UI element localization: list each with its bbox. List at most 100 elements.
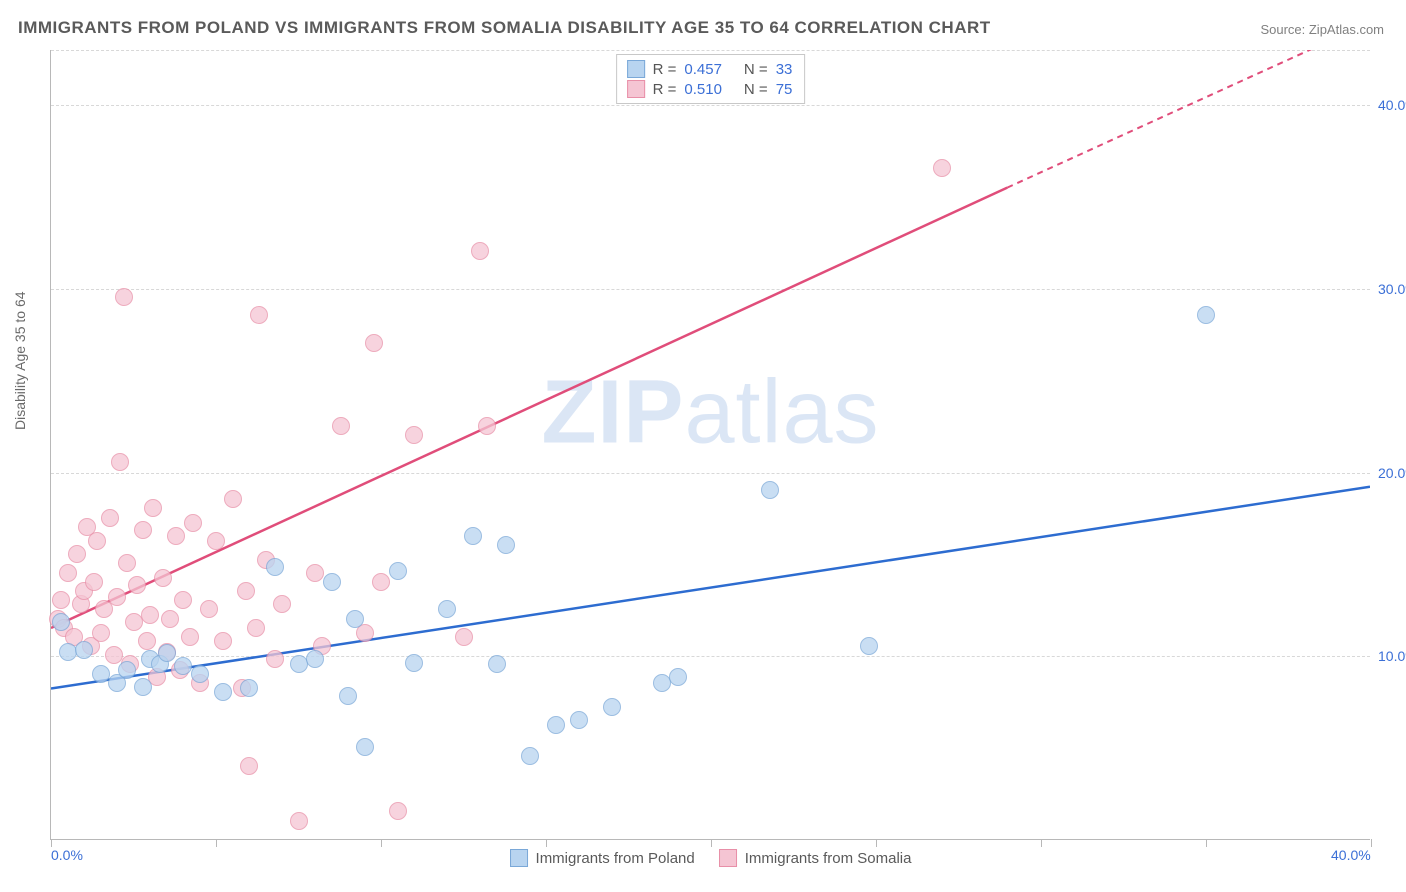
point-poland — [266, 558, 284, 576]
point-poland — [191, 665, 209, 683]
y-tick-label: 20.0% — [1372, 465, 1406, 481]
point-somalia — [118, 554, 136, 572]
point-poland — [346, 610, 364, 628]
point-somalia — [144, 499, 162, 517]
y-tick-label: 10.0% — [1372, 648, 1406, 664]
point-somalia — [332, 417, 350, 435]
n-value: 75 — [776, 81, 793, 98]
point-somalia — [111, 453, 129, 471]
n-value: 33 — [776, 61, 793, 78]
point-poland — [134, 678, 152, 696]
point-somalia — [134, 521, 152, 539]
point-poland — [761, 481, 779, 499]
point-somalia — [306, 564, 324, 582]
point-somalia — [455, 628, 473, 646]
r-value: 0.457 — [684, 61, 722, 78]
point-poland — [405, 654, 423, 672]
x-tick-label: 0.0% — [51, 847, 83, 863]
point-somalia — [478, 417, 496, 435]
point-somalia — [161, 610, 179, 628]
y-axis-label: Disability Age 35 to 64 — [12, 291, 28, 430]
r-label: R = — [653, 61, 677, 78]
point-somalia — [88, 532, 106, 550]
point-poland — [521, 747, 539, 765]
point-poland — [356, 738, 374, 756]
swatch-poland — [510, 849, 528, 867]
n-label: N = — [744, 61, 768, 78]
point-somalia — [108, 588, 126, 606]
point-somalia — [184, 514, 202, 532]
point-somalia — [405, 426, 423, 444]
source-attribution: Source: ZipAtlas.com — [1260, 22, 1384, 37]
point-somalia — [237, 582, 255, 600]
legend-label-poland: Immigrants from Poland — [536, 850, 695, 867]
point-poland — [547, 716, 565, 734]
point-poland — [603, 698, 621, 716]
legend-stat-row: R = 0.457 N = 33 — [625, 59, 797, 79]
legend-item-poland: Immigrants from Poland — [510, 849, 695, 867]
point-somalia — [154, 569, 172, 587]
legend-stats: R = 0.457 N = 33 R = 0.510 N = 75 — [616, 54, 806, 104]
legend-series: Immigrants from Poland Immigrants from S… — [510, 849, 912, 867]
point-poland — [174, 657, 192, 675]
point-somalia — [167, 527, 185, 545]
legend-swatch — [627, 80, 645, 98]
point-somalia — [365, 334, 383, 352]
point-somalia — [115, 288, 133, 306]
point-somalia — [933, 159, 951, 177]
point-poland — [214, 683, 232, 701]
point-poland — [497, 536, 515, 554]
point-somalia — [207, 532, 225, 550]
swatch-somalia — [719, 849, 737, 867]
legend-swatch — [627, 60, 645, 78]
r-value: 0.510 — [684, 81, 722, 98]
point-somalia — [92, 624, 110, 642]
point-somalia — [214, 632, 232, 650]
point-poland — [339, 687, 357, 705]
trend-lines — [51, 50, 1370, 839]
point-somalia — [200, 600, 218, 618]
point-somalia — [52, 591, 70, 609]
point-somalia — [273, 595, 291, 613]
point-somalia — [389, 802, 407, 820]
plot-area: ZIPatlas R =0.457N =33R =0.510N =75 Immi… — [50, 50, 1370, 840]
watermark: ZIPatlas — [541, 361, 879, 464]
point-somalia — [290, 812, 308, 830]
point-poland — [290, 655, 308, 673]
n-label: N = — [744, 81, 768, 98]
point-somalia — [138, 632, 156, 650]
point-somalia — [266, 650, 284, 668]
point-poland — [323, 573, 341, 591]
point-somalia — [125, 613, 143, 631]
legend-item-somalia: Immigrants from Somalia — [719, 849, 912, 867]
point-poland — [570, 711, 588, 729]
point-poland — [240, 679, 258, 697]
point-somalia — [181, 628, 199, 646]
point-somalia — [101, 509, 119, 527]
r-label: R = — [653, 81, 677, 98]
point-somalia — [247, 619, 265, 637]
point-poland — [438, 600, 456, 618]
watermark-thin: atlas — [684, 362, 879, 462]
point-poland — [669, 668, 687, 686]
point-poland — [389, 562, 407, 580]
point-poland — [464, 527, 482, 545]
point-poland — [488, 655, 506, 673]
legend-label-somalia: Immigrants from Somalia — [745, 850, 912, 867]
point-poland — [52, 613, 70, 631]
point-poland — [158, 644, 176, 662]
watermark-bold: ZIP — [541, 362, 684, 462]
point-poland — [1197, 306, 1215, 324]
chart-title: IMMIGRANTS FROM POLAND VS IMMIGRANTS FRO… — [18, 18, 991, 38]
y-tick-label: 40.0% — [1372, 97, 1406, 113]
point-poland — [75, 641, 93, 659]
point-poland — [118, 661, 136, 679]
legend-stat-row: R = 0.510 N = 75 — [625, 79, 797, 99]
point-somalia — [68, 545, 86, 563]
point-somalia — [59, 564, 77, 582]
point-somalia — [250, 306, 268, 324]
point-somalia — [105, 646, 123, 664]
point-somalia — [128, 576, 146, 594]
point-somalia — [174, 591, 192, 609]
point-somalia — [372, 573, 390, 591]
